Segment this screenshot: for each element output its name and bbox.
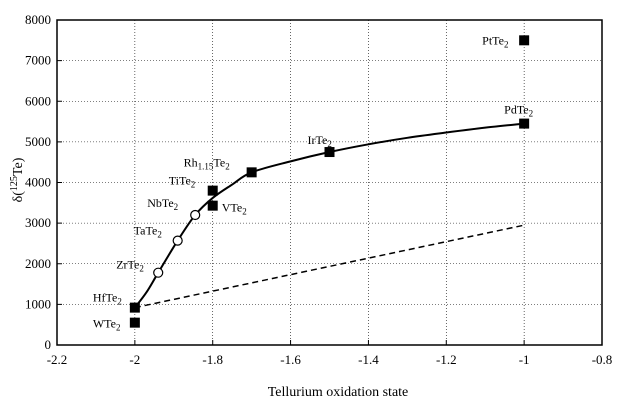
x-tick-label: -1.6 [280,352,301,367]
y-axis-title-tail: Te) [11,157,26,176]
point-label: VTe2 [222,201,247,217]
data-point-square [246,167,257,178]
point-label: TiTe2 [169,174,196,190]
y-axis-title-sup: 125 [9,176,20,191]
y-axis-title-main: δ( [11,191,26,203]
x-axis: -2.2 -2 -1.8 -1.6 -1.4 -1.2 -1 -0.8 [47,340,613,367]
data-markers [129,35,530,328]
x-tick-label: -1.8 [202,352,223,367]
point-labels: WTe2 HfTe2 ZrTe2 TaTe2 NbTe2 VTe2 TiTe2 Rh1.15T… [93,33,533,332]
point-label: NbTe2 [147,196,178,212]
point-label: ZrTe2 [116,258,144,274]
y-tick-label: 6000 [25,93,51,108]
y-tick-label: 0 [45,337,52,352]
data-point-circle [172,235,183,246]
y-axis: 0 1000 2000 3000 4000 5000 6000 7000 8000 [25,12,62,352]
data-point-square [519,35,530,46]
y-tick-label: 5000 [25,134,51,149]
dashed-linear-line [134,224,525,309]
point-label: TaTe2 [134,224,162,240]
x-tick-label: -2 [129,352,140,367]
data-point-square [129,317,140,328]
data-point-circle [190,209,201,221]
y-tick-label: 4000 [25,175,51,190]
y-tick-label: 2000 [25,256,51,271]
data-point-square [207,200,218,211]
data-point-circle [153,267,164,278]
y-tick-label: 7000 [25,53,51,68]
point-label: PdTe2 [504,103,533,119]
y-tick-label: 8000 [25,12,51,27]
point-label: PtTe2 [482,33,508,49]
y-tick-label: 1000 [25,296,51,311]
x-tick-label: -1.4 [358,352,379,367]
x-tick-label: -1.2 [436,352,457,367]
x-axis-title: Tellurium oxidation state [268,385,409,400]
x-tick-label: -0.8 [592,352,613,367]
data-point-square [207,185,218,196]
x-tick-label: -2.2 [47,352,68,367]
y-axis-title: δ(125Te) [9,157,26,202]
point-label: HfTe2 [93,291,122,307]
grid-lines [56,19,603,346]
point-label: Rh1.15Te2 [184,155,230,171]
point-label: WTe2 [93,317,121,333]
point-label: IrTe2 [308,133,332,149]
data-point-square [129,302,140,313]
y-tick-label: 3000 [25,215,51,230]
data-point-square [324,147,335,158]
data-point-square [519,118,530,129]
x-tick-label: -1 [519,352,530,367]
